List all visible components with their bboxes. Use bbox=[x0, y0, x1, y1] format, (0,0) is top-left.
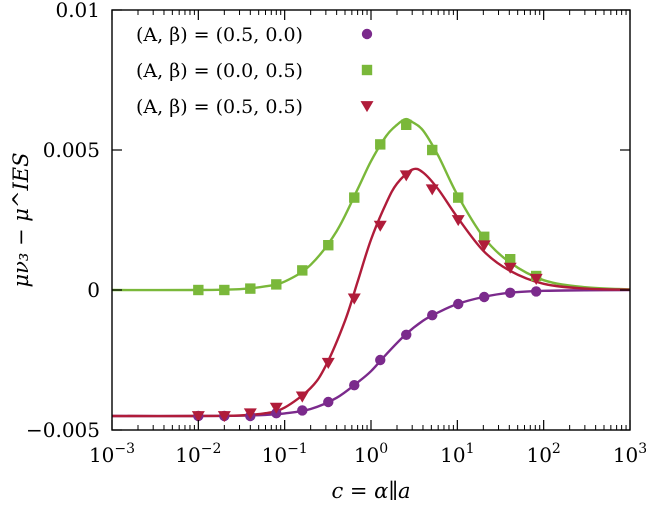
data-point-series-2 bbox=[427, 144, 438, 156]
data-point-series-2 bbox=[505, 254, 516, 265]
data-point-series-1 bbox=[375, 354, 386, 366]
y-tick-label: 0.005 bbox=[43, 138, 100, 162]
x-tick-label: 102 bbox=[526, 441, 560, 467]
x-tick-label: 100 bbox=[354, 441, 388, 467]
data-point-series-3 bbox=[295, 391, 309, 403]
x-axis-ticks: 10−3 10−2 10−1 100 101 102 103 bbox=[89, 10, 646, 467]
y-axis-label: μν₃ − μ^IES bbox=[9, 152, 33, 287]
y-tick-label: 0 bbox=[87, 278, 100, 302]
legend-label: (A, β) = (0.5, 0.0) bbox=[136, 24, 303, 46]
data-point-series-3 bbox=[451, 215, 465, 227]
data-point-series-3 bbox=[217, 411, 231, 423]
data-point-series-3 bbox=[399, 170, 413, 182]
legend-marker bbox=[360, 101, 374, 113]
data-point-series-3 bbox=[477, 240, 491, 252]
data-point-series-2 bbox=[401, 119, 412, 130]
x-tick-label: 10−3 bbox=[89, 441, 135, 467]
data-point-series-3 bbox=[373, 220, 387, 232]
data-point-series-1 bbox=[505, 287, 516, 298]
data-point-series-2 bbox=[479, 231, 490, 242]
data-point-series-1 bbox=[401, 329, 412, 340]
data-point-series-3 bbox=[425, 184, 439, 196]
data-point-series-2 bbox=[323, 240, 334, 251]
data-point-series-2 bbox=[349, 192, 360, 203]
fit-curve-series-3 bbox=[111, 167, 631, 418]
data-point-series-3 bbox=[503, 262, 517, 274]
data-point-series-3 bbox=[347, 293, 361, 305]
x-tick-label: 10−2 bbox=[175, 441, 221, 467]
data-point-series-3 bbox=[191, 411, 205, 423]
x-tick-label: 10−1 bbox=[262, 441, 308, 467]
legend-marker bbox=[361, 28, 373, 40]
data-point-series-2 bbox=[453, 192, 464, 203]
data-point-series-3 bbox=[243, 408, 257, 420]
fit-curve-series-2 bbox=[111, 117, 631, 292]
data-point-series-1 bbox=[479, 291, 490, 303]
data-points bbox=[191, 119, 543, 423]
data-point-series-2 bbox=[297, 265, 308, 276]
data-point-series-3 bbox=[269, 402, 283, 414]
x-tick-label: 101 bbox=[440, 441, 474, 467]
legend-marker bbox=[361, 64, 373, 76]
fit-curves bbox=[111, 117, 631, 418]
y-tick-label: 0.01 bbox=[55, 0, 100, 22]
legend-label: (A, β) = (0.5, 0.5) bbox=[136, 96, 303, 118]
data-point-series-1 bbox=[530, 286, 542, 297]
data-point-series-2 bbox=[271, 279, 282, 290]
data-point-series-1 bbox=[427, 310, 438, 321]
data-point-series-2 bbox=[245, 283, 256, 294]
fit-curve-series-1 bbox=[111, 288, 631, 418]
y-tick-label: −0.005 bbox=[26, 418, 100, 442]
data-point-series-1 bbox=[453, 298, 464, 310]
data-point-series-1 bbox=[297, 405, 308, 416]
legend-label: (A, β) = (0.0, 0.5) bbox=[136, 60, 303, 82]
data-point-series-1 bbox=[349, 380, 360, 391]
y-axis-ticks: −0.005 0 0.005 0.01 bbox=[26, 0, 630, 442]
legend: (A, β) = (0.5, 0.0) (A, β) = (0.0, 0.5) (A… bbox=[136, 24, 374, 118]
data-point-series-3 bbox=[529, 273, 543, 285]
data-point-series-3 bbox=[321, 357, 335, 369]
data-point-series-2 bbox=[219, 284, 230, 296]
data-point-series-2 bbox=[193, 284, 204, 296]
data-point-series-2 bbox=[375, 139, 386, 150]
data-point-series-1 bbox=[323, 396, 334, 408]
x-axis-label: c = α∥a bbox=[331, 479, 410, 503]
x-tick-label: 103 bbox=[613, 441, 646, 467]
